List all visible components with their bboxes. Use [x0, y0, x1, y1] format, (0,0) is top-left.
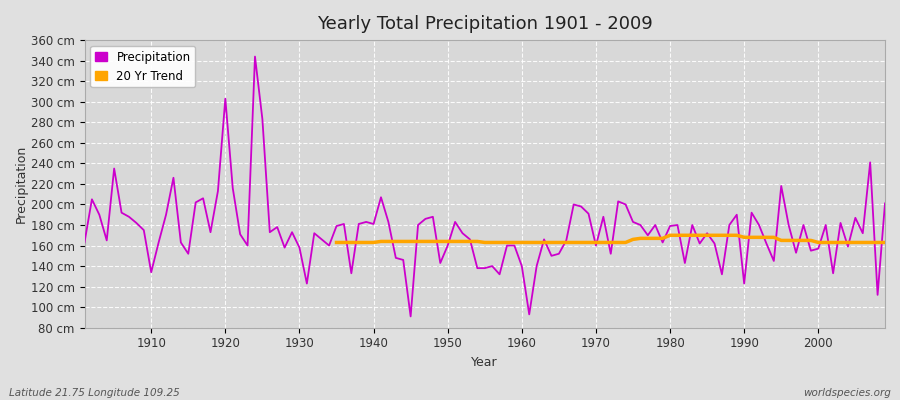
- Text: Latitude 21.75 Longitude 109.25: Latitude 21.75 Longitude 109.25: [9, 388, 180, 398]
- Title: Yearly Total Precipitation 1901 - 2009: Yearly Total Precipitation 1901 - 2009: [317, 15, 652, 33]
- X-axis label: Year: Year: [472, 356, 498, 369]
- Text: worldspecies.org: worldspecies.org: [803, 388, 891, 398]
- Y-axis label: Precipitation: Precipitation: [15, 145, 28, 223]
- Legend: Precipitation, 20 Yr Trend: Precipitation, 20 Yr Trend: [90, 46, 195, 87]
